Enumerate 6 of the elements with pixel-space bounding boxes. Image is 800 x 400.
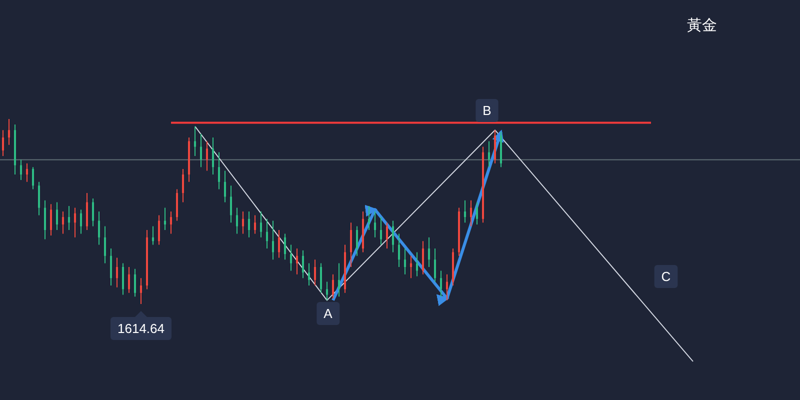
annotation: A — [316, 302, 340, 325]
annotation: C — [661, 269, 671, 284]
annotation: B — [476, 99, 498, 122]
title: 黃金 — [687, 17, 717, 34]
annotation: C — [654, 265, 678, 288]
annotation: 1614.64 — [110, 311, 172, 340]
